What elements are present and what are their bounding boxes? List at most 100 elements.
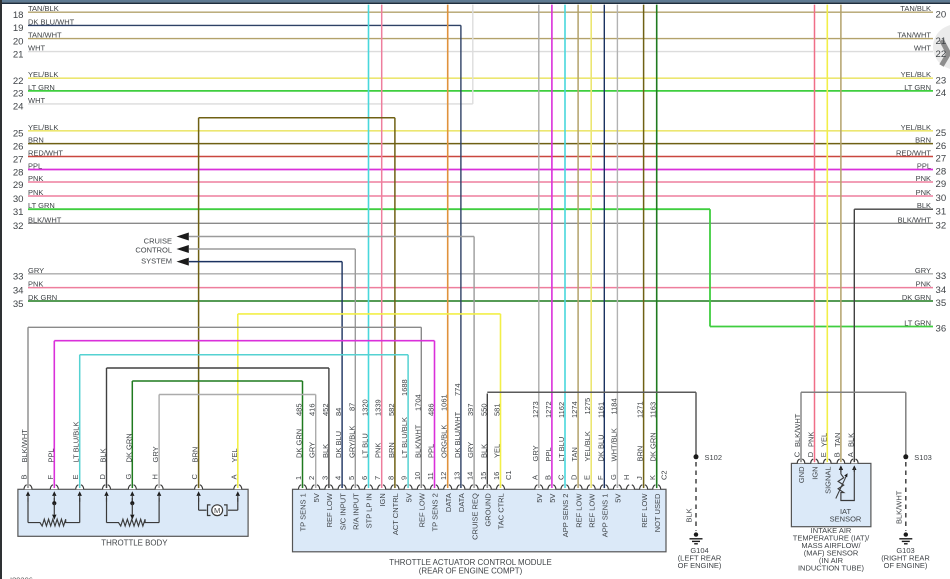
svg-text:TAN: TAN [570, 447, 579, 461]
svg-text:G: G [124, 474, 133, 480]
svg-text:23: 23 [13, 89, 24, 100]
svg-text:21: 21 [13, 49, 24, 60]
svg-text:M: M [214, 506, 220, 515]
svg-text:GRY: GRY [466, 442, 475, 458]
svg-text:9: 9 [400, 476, 409, 480]
svg-text:D: D [806, 451, 815, 457]
svg-text:29: 29 [936, 179, 947, 190]
svg-text:485: 485 [295, 403, 304, 416]
svg-text:GRY: GRY [915, 266, 931, 275]
svg-text:DK BLU/WHT: DK BLU/WHT [28, 17, 75, 26]
svg-text:24: 24 [936, 88, 947, 99]
svg-text:F: F [46, 475, 55, 480]
svg-text:REF LOW: REF LOW [587, 493, 596, 528]
svg-text:20: 20 [936, 9, 947, 20]
svg-text:YEL: YEL [819, 433, 828, 447]
svg-text:PPL: PPL [46, 448, 55, 462]
svg-text:TAN/BLK: TAN/BLK [28, 4, 59, 13]
svg-text:1061: 1061 [440, 394, 449, 411]
svg-text:MASS AIRFLOW/: MASS AIRFLOW/ [801, 541, 861, 550]
svg-text:YEL/BLK: YEL/BLK [28, 123, 58, 132]
svg-text:LT BLU: LT BLU [557, 437, 566, 462]
svg-text:1272: 1272 [544, 401, 553, 418]
svg-text:OF ENGINE): OF ENGINE) [884, 561, 928, 570]
svg-text:J: J [635, 476, 644, 480]
svg-text:1163: 1163 [649, 402, 658, 418]
svg-text:PNK: PNK [28, 188, 43, 197]
svg-text:APP SENS 1: APP SENS 1 [601, 494, 610, 538]
svg-text:452: 452 [321, 403, 330, 416]
svg-text:R/A INPUT: R/A INPUT [352, 493, 361, 530]
svg-text:IAT: IAT [840, 507, 852, 516]
svg-text:G: G [609, 474, 618, 480]
svg-text:33: 33 [13, 272, 24, 283]
svg-text:DK GRN: DK GRN [28, 293, 57, 302]
svg-text:C1: C1 [504, 470, 513, 480]
svg-text:DATA: DATA [444, 493, 453, 512]
svg-text:5V: 5V [548, 494, 557, 503]
svg-text:LT GRN: LT GRN [904, 319, 931, 328]
svg-text:486: 486 [427, 403, 436, 416]
svg-text:B: B [832, 452, 841, 457]
svg-text:S/C INPUT: S/C INPUT [338, 493, 347, 531]
svg-text:A: A [846, 452, 855, 457]
svg-text:INTAKE AIR: INTAKE AIR [811, 526, 852, 535]
svg-text:CRUISE REQ: CRUISE REQ [470, 493, 479, 540]
svg-text:PNK: PNK [916, 280, 931, 289]
svg-text:24: 24 [13, 102, 24, 113]
svg-text:E: E [583, 475, 592, 480]
svg-text:DK GRN: DK GRN [124, 433, 133, 462]
svg-text:GRY: GRY [28, 266, 44, 275]
svg-text:TAN/BLK: TAN/BLK [900, 4, 931, 13]
svg-text:TAN: TAN [833, 433, 842, 447]
svg-text:27: 27 [13, 154, 24, 165]
svg-text:IGN: IGN [378, 493, 387, 506]
svg-text:DK BLU/WHT: DK BLU/WHT [453, 411, 462, 458]
svg-text:PNK: PNK [807, 432, 816, 447]
svg-text:H: H [151, 474, 160, 479]
svg-text:581: 581 [493, 403, 502, 416]
svg-text:THROTTLE BODY: THROTTLE BODY [101, 539, 168, 548]
svg-text:30: 30 [13, 194, 24, 205]
svg-text:TP SENS 2: TP SENS 2 [431, 493, 440, 531]
svg-text:C: C [793, 451, 802, 457]
svg-text:YEL: YEL [230, 448, 239, 462]
svg-text:(IN AIR: (IN AIR [819, 556, 844, 565]
svg-text:26: 26 [13, 141, 24, 152]
svg-text:APP SENS 2: APP SENS 2 [561, 494, 570, 538]
svg-text:BRN: BRN [915, 136, 931, 145]
svg-text:35: 35 [936, 298, 947, 309]
svg-text:3: 3 [320, 476, 329, 480]
svg-text:YEL/BLK: YEL/BLK [901, 123, 931, 132]
svg-text:12: 12 [439, 472, 448, 480]
svg-text:84: 84 [334, 408, 343, 416]
svg-text:(RIGHT REAR: (RIGHT REAR [881, 554, 930, 563]
svg-text:1275: 1275 [583, 398, 592, 415]
svg-text:397: 397 [466, 403, 475, 416]
svg-text:BLK/WHT: BLK/WHT [894, 490, 903, 524]
svg-text:WHT: WHT [914, 44, 931, 53]
svg-text:19: 19 [13, 23, 24, 34]
svg-text:REF LOW: REF LOW [325, 492, 334, 527]
svg-text:1162: 1162 [557, 402, 566, 418]
svg-text:1688: 1688 [400, 379, 409, 396]
svg-text:7: 7 [373, 476, 382, 480]
svg-text:29: 29 [13, 180, 24, 191]
svg-text:DK GRN: DK GRN [902, 293, 931, 302]
svg-text:33: 33 [936, 271, 947, 282]
svg-text:11: 11 [426, 472, 435, 480]
svg-text:C: C [557, 474, 566, 480]
svg-text:YEL/BLK: YEL/BLK [583, 431, 592, 461]
svg-text:E: E [71, 474, 80, 479]
svg-text:BLK: BLK [479, 444, 488, 458]
svg-text:WHT: WHT [28, 96, 45, 105]
svg-text:PPL: PPL [28, 162, 42, 171]
svg-text:582: 582 [387, 403, 396, 416]
svg-text:WHT/BLK: WHT/BLK [609, 428, 618, 461]
svg-text:LT BLU/BLK: LT BLU/BLK [400, 417, 409, 458]
svg-text:TAN/WHT: TAN/WHT [28, 31, 62, 40]
svg-text:B: B [543, 475, 552, 480]
svg-text:PPL: PPL [427, 444, 436, 458]
svg-text:GND: GND [797, 466, 806, 483]
svg-text:D: D [98, 474, 107, 480]
